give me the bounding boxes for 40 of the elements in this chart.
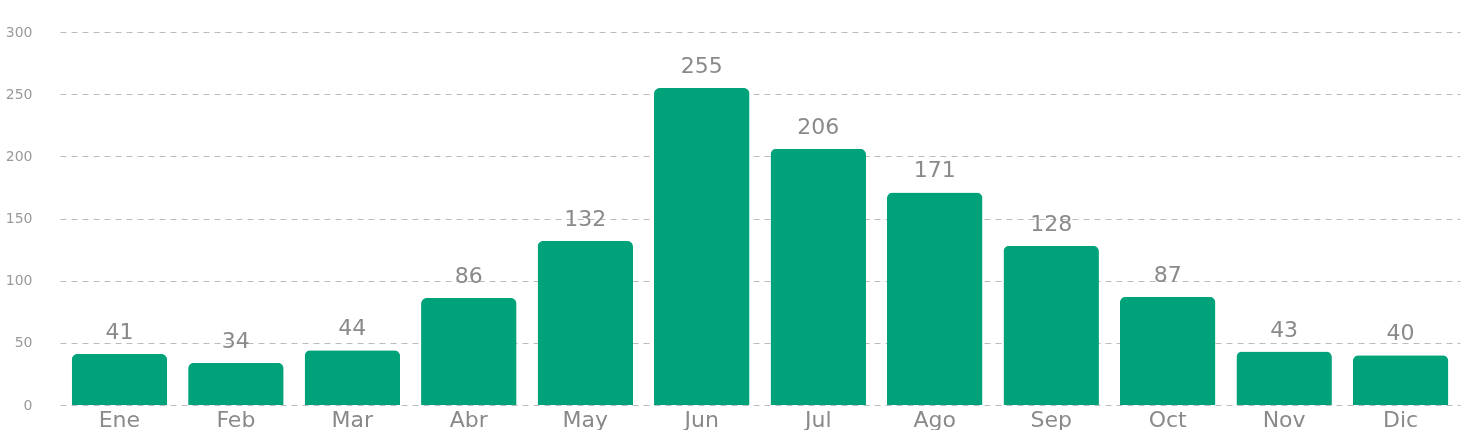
- bar: [1236, 351, 1332, 405]
- y-tick-label: 150: [5, 210, 33, 226]
- data-label: 206: [797, 113, 840, 139]
- bar: [71, 354, 168, 405]
- bar: [886, 192, 983, 405]
- bar: [188, 362, 284, 405]
- x-tick-label: Nov: [1262, 406, 1306, 432]
- y-tick-label: 300: [5, 23, 33, 40]
- x-tick-label: Oct: [1148, 406, 1188, 432]
- x-tick-label: Abr: [449, 406, 489, 432]
- data-label: 43: [1270, 316, 1299, 342]
- data-label: 132: [564, 205, 607, 231]
- bar: [537, 240, 634, 405]
- data-label: 255: [680, 52, 723, 78]
- bar: [1352, 355, 1449, 405]
- data-label: 34: [221, 327, 250, 353]
- x-tick-label: Ene: [98, 406, 141, 432]
- x-tick-label: Feb: [216, 406, 256, 432]
- data-label: 44: [338, 315, 367, 341]
- x-tick-label: Jun: [682, 406, 719, 432]
- data-label: 171: [913, 157, 956, 183]
- data-label: 87: [1153, 261, 1182, 287]
- bar: [1003, 245, 1099, 405]
- x-tick-label: Mar: [331, 406, 375, 432]
- data-label: 40: [1386, 320, 1415, 346]
- data-label: 128: [1030, 210, 1073, 236]
- y-tick-label: 200: [5, 147, 33, 164]
- y-tick-label: 100: [5, 272, 33, 289]
- data-label: 41: [105, 319, 134, 345]
- y-tick-label: 0: [23, 396, 33, 413]
- bar: [421, 298, 517, 405]
- x-tick-label: Dic: [1383, 406, 1419, 432]
- x-tick-label: Jul: [802, 406, 832, 432]
- data-label: 86: [454, 263, 483, 289]
- bar: [654, 87, 750, 405]
- y-tick-label: 50: [14, 334, 33, 351]
- bar: [304, 350, 401, 405]
- y-tick-label: 250: [5, 85, 33, 102]
- bar: [770, 148, 866, 405]
- bar: [1119, 296, 1216, 405]
